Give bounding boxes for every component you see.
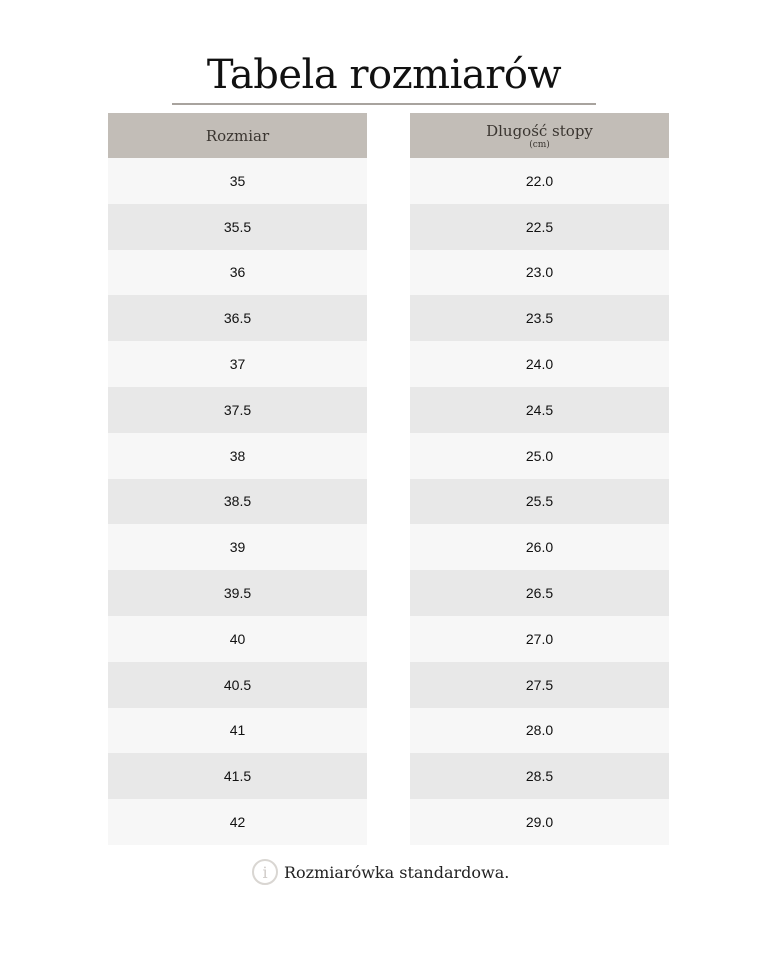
size-cell: 41.5 (108, 753, 367, 800)
size-cell: 39.5 (108, 570, 367, 616)
length-cell: 26.5 (410, 570, 669, 616)
length-cell: 23.0 (410, 249, 669, 296)
length-header: Dlugość stopy (cm) (410, 113, 669, 158)
note-text: Rozmiarówka standardowa. (284, 862, 510, 882)
size-cell: 37.5 (108, 386, 367, 433)
length-cell: 28.0 (410, 707, 669, 754)
length-cell: 23.5 (410, 295, 669, 342)
length-cell: 24.0 (410, 341, 669, 387)
length-cell: 22.0 (410, 158, 669, 204)
size-cell: 38 (108, 432, 367, 479)
length-cell: 24.5 (410, 386, 669, 433)
size-cell: 42 (108, 799, 367, 845)
size-rows: 35 35.5 36 36.5 37 37.5 38 38.5 39 39.5 40 40.5 41 41… (108, 158, 367, 845)
size-cell: 36 (108, 249, 367, 296)
size-column: Rozmiar 35 35.5 36 36.5 37 37.5 38 38.5 39 39.5 40… (108, 113, 367, 845)
size-header: Rozmiar (108, 113, 367, 158)
size-cell: 35 (108, 158, 367, 204)
length-cell: 26.0 (410, 524, 669, 571)
length-rows: 22.0 22.5 23.0 23.5 24.0 24.5 25.0 25.5 26.0 26.5… (410, 158, 669, 845)
title-divider (172, 103, 596, 105)
length-cell: 27.5 (410, 661, 669, 708)
length-cell: 22.5 (410, 203, 669, 250)
size-cell: 35.5 (108, 203, 367, 250)
size-cell: 41 (108, 707, 367, 754)
length-cell: 25.5 (410, 478, 669, 525)
length-column: Dlugość stopy (cm) 22.0 22.5 23.0 23.5 24.0 2… (410, 113, 669, 845)
size-cell: 40.5 (108, 661, 367, 708)
length-cell: 28.5 (410, 753, 669, 800)
size-cell: 39 (108, 524, 367, 571)
info-icon: i (252, 859, 278, 885)
length-cell: 29.0 (410, 799, 669, 845)
size-cell: 38.5 (108, 478, 367, 525)
size-cell: 36.5 (108, 295, 367, 342)
info-note: i Rozmiarówka standardowa. (252, 859, 509, 885)
length-unit: (cm) (529, 139, 550, 150)
size-cell: 40 (108, 615, 367, 662)
size-cell: 37 (108, 341, 367, 387)
length-cell: 27.0 (410, 615, 669, 662)
length-header-label: Dlugość stopy (486, 121, 593, 140)
length-cell: 25.0 (410, 432, 669, 479)
size-header-label: Rozmiar (205, 126, 270, 145)
page-title: Tabela rozmiarów (206, 52, 562, 98)
